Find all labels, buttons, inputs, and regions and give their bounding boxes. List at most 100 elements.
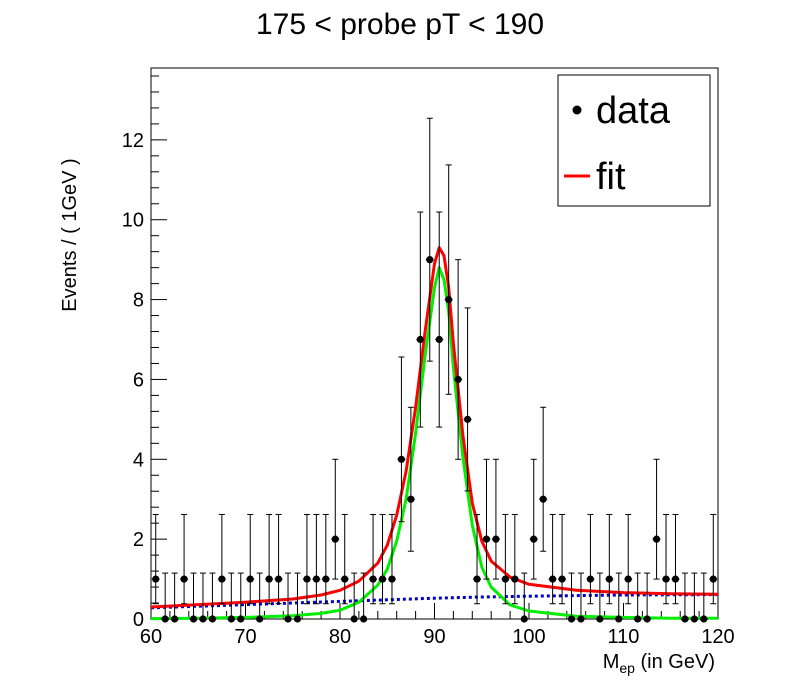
data-point [227,572,236,623]
data-marker [501,575,509,583]
data-marker [662,575,670,583]
data-point [473,513,482,605]
data-point [312,513,321,605]
chart-title: 175 < probe pT < 190 [256,8,544,41]
data-point [350,572,359,623]
data-point [236,572,245,623]
data-point [255,572,264,623]
data-point [378,513,387,605]
data-marker [652,535,661,543]
data-marker [303,575,311,583]
data-marker [161,615,169,623]
data-point [576,572,585,623]
data-marker [426,256,434,264]
data-marker [615,615,623,623]
data-point [643,572,652,623]
data-point [567,572,576,623]
data-point [520,572,529,623]
x-tick-label: 70 [234,626,256,648]
data-point [340,513,349,605]
data-point [624,513,633,605]
data-point [161,572,170,623]
data-marker [265,575,273,583]
data-point [671,513,680,605]
x-tick-label: 80 [329,626,351,648]
data-point [454,259,463,460]
fit-curve [150,246,719,609]
data-marker [709,575,717,583]
data-marker [549,575,557,583]
y-tick-label: 6 [133,369,144,391]
data-point [274,513,283,605]
x-tick-label: 110 [608,626,640,648]
data-point [690,572,699,623]
data-marker [416,335,424,344]
y-axis-label: Events / ( 1GeV ) [59,158,81,311]
data-point [331,458,340,580]
data-point [189,572,198,623]
data-point [510,513,519,605]
data-marker [473,575,481,583]
data-marker [624,575,632,583]
data-marker [171,615,179,623]
data-point [558,513,567,605]
data-marker [256,615,264,623]
data-point [170,572,179,623]
data-point [208,572,217,623]
data-point [302,513,311,605]
data-point [605,513,614,605]
data-marker [700,615,708,623]
data-point [359,572,368,623]
data-marker [218,575,226,583]
x-axis-label-sub: ep [619,660,635,676]
data-marker [634,615,642,623]
data-point [265,513,274,605]
data-marker [492,535,500,543]
data-marker [463,415,472,423]
legend-box [557,74,711,207]
data-points [151,117,718,623]
data-marker [331,535,339,543]
data-marker [605,575,613,583]
data-point [151,513,160,605]
data-point [180,513,189,605]
data-point [198,572,207,623]
data-marker [511,575,519,583]
data-point [633,572,642,623]
data-point [293,572,302,623]
data-marker [690,615,698,623]
data-marker [369,575,377,583]
data-marker [180,575,188,583]
data-marker [567,615,576,623]
data-point [284,572,293,623]
data-point [699,572,708,623]
legend: data fit [557,74,711,207]
y-tick-label: 2 [133,529,144,551]
y-tick-label: 0 [133,609,144,631]
data-point [529,458,538,580]
data-point [416,211,425,428]
data-marker [274,575,283,583]
data-marker [341,575,349,583]
data-point [425,117,434,362]
data-marker [435,335,443,344]
data-marker [208,615,217,623]
y-tick-label: 12 [122,130,144,152]
data-marker [577,615,585,623]
y-tick-label: 4 [133,449,144,471]
data-marker [558,575,566,583]
data-point [652,458,661,580]
data-point [501,513,510,605]
data-point [539,406,548,552]
data-marker [152,575,160,583]
data-point [369,513,378,605]
data-marker [681,615,689,623]
data-point [397,356,406,523]
data-marker [237,615,245,623]
data-point [709,513,718,605]
data-marker [445,295,453,304]
data-marker [643,615,651,623]
data-marker [388,575,396,583]
legend-label-fit: fit [596,156,626,198]
